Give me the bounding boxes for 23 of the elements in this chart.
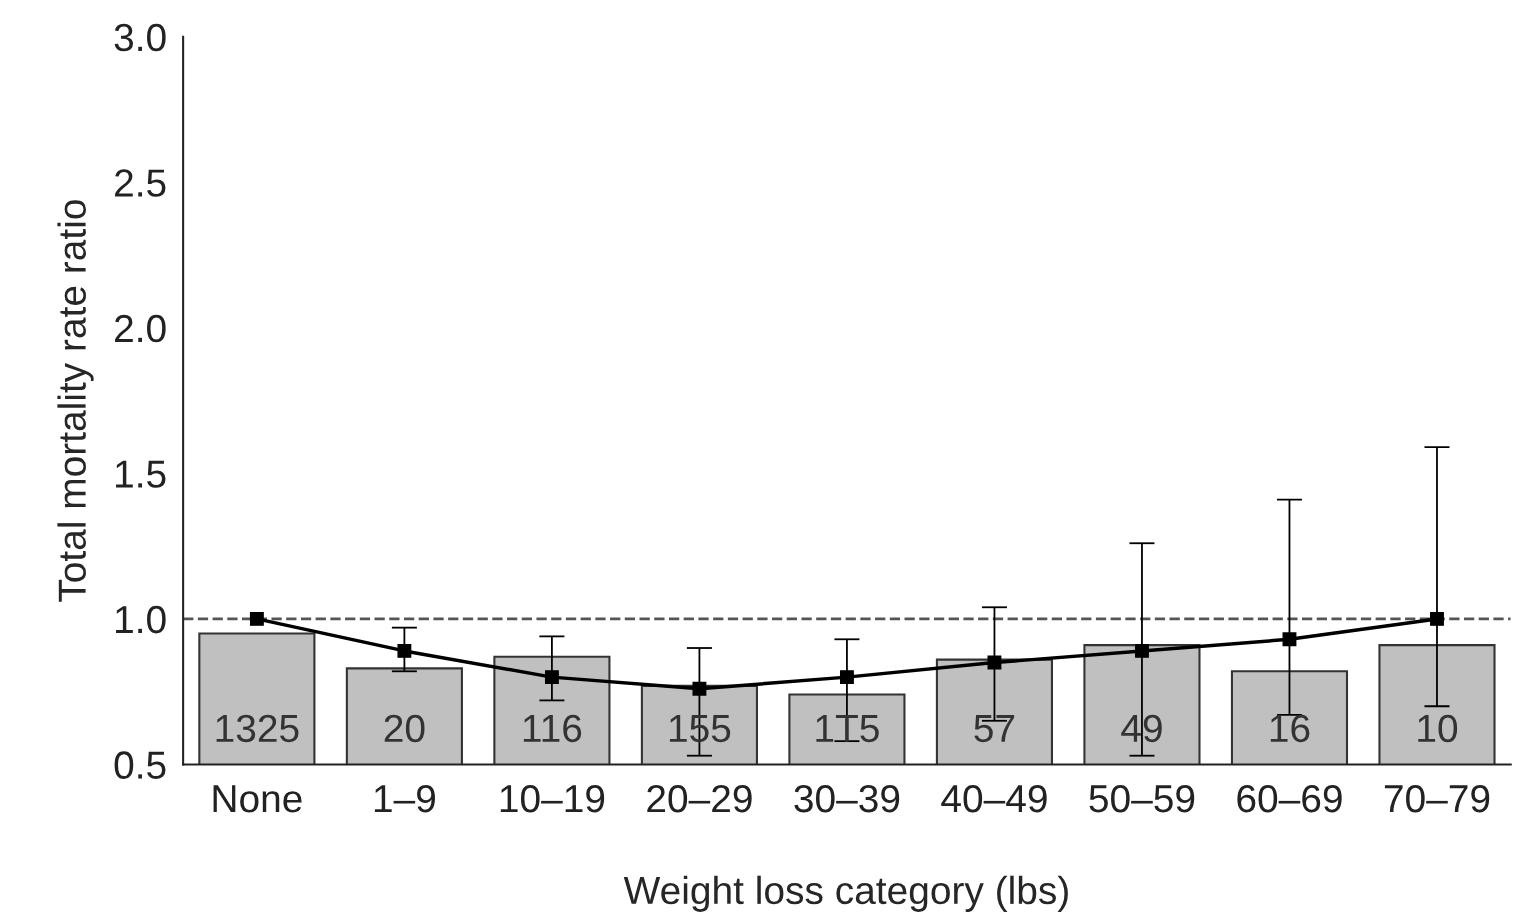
y-tick-label: 1.5: [116, 460, 166, 488]
x-tick-label: 50–59: [1089, 784, 1195, 813]
annotation: 16: [1270, 714, 1310, 743]
x-tick-label: 40–49: [941, 784, 1047, 813]
y-tick-label: 3.0: [114, 23, 166, 52]
y-tick-label: 2.5: [115, 169, 166, 197]
x-tick-label: 20–29: [647, 784, 752, 813]
x-tick-label: None: [213, 785, 302, 813]
annotation: 57: [974, 715, 1015, 743]
x-tick-label: 1–9: [374, 784, 435, 813]
x-tick-label: 60–69: [1237, 784, 1342, 813]
x-tick-label: 30–39: [794, 784, 900, 813]
x-tick-label: 10–19: [500, 784, 605, 813]
annotation: 20: [384, 714, 425, 743]
y-tick-label: 1.0: [116, 605, 166, 634]
x-axis-title: Weight loss category (lbs): [623, 875, 1068, 912]
y-tick-label: 2.0: [115, 314, 166, 343]
y-tick-label: 0.5: [114, 751, 166, 779]
annotation: 10: [1418, 714, 1458, 743]
y-axis-title: Total mortality rate ratio: [57, 200, 94, 602]
x-tick-label: 70–79: [1384, 784, 1490, 813]
annotation: 116: [523, 714, 582, 743]
annotation: 1325: [216, 714, 299, 743]
